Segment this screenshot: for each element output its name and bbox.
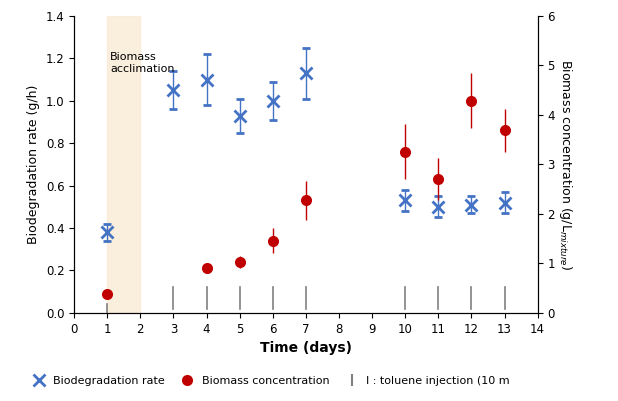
Text: Biomass
acclimation: Biomass acclimation <box>110 52 174 74</box>
Y-axis label: Biodegradation rate (g/h): Biodegradation rate (g/h) <box>27 85 40 244</box>
Legend: Biodegradation rate, Biomass concentration, I : toluene injection (10 m: Biodegradation rate, Biomass concentrati… <box>23 372 514 391</box>
X-axis label: Time (days): Time (days) <box>260 341 352 355</box>
Bar <box>108 16 140 313</box>
Y-axis label: Biomass concentration (g/L$_{mixture}$): Biomass concentration (g/L$_{mixture}$) <box>557 59 574 270</box>
